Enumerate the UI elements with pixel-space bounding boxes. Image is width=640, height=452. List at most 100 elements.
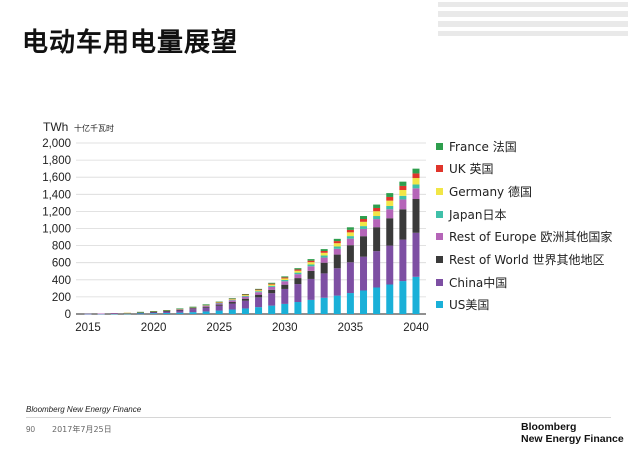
legend-swatch [436, 278, 443, 286]
bar-segment [268, 283, 276, 285]
bar-segment [215, 302, 223, 304]
bar-segment [176, 309, 184, 311]
bar-segment [268, 282, 276, 284]
bar-segment [333, 248, 341, 255]
bar-segment [320, 255, 328, 258]
y-tick-label: 1,000 [42, 224, 71, 236]
source-note: Bloomberg New Energy Finance [26, 405, 142, 414]
y-unit-label: TWh [43, 120, 68, 134]
bar-segment [215, 310, 223, 314]
bar-segment [294, 284, 302, 303]
bar-segment [360, 228, 368, 237]
bar-segment [215, 305, 223, 311]
bar-segment [228, 302, 236, 304]
bar-segment [281, 284, 289, 289]
bar-segment [189, 307, 197, 309]
bar-segment [412, 276, 420, 314]
brand-line-2: New Energy Finance [521, 433, 624, 445]
legend-item: US美国 [436, 296, 489, 314]
bar-segment [150, 311, 158, 313]
bar-segment [294, 274, 302, 279]
legend-item: Germany 德国 [436, 182, 532, 200]
watermark-graphic [434, 0, 634, 40]
bar-segment [333, 241, 341, 244]
bar-segment [202, 305, 210, 306]
y-tick-label: 2,000 [42, 138, 71, 150]
bar-segment [360, 216, 368, 220]
axes: 0 200 400 600 800 1,000 1,200 1,400 1,600 1,800 2,… [42, 138, 429, 334]
bar-segment [241, 298, 249, 301]
bar-segment [373, 287, 381, 314]
bar-segment [241, 293, 249, 295]
bar-segment [255, 288, 263, 290]
legend-item: China中国 [436, 273, 507, 291]
bar-segment [255, 291, 263, 293]
bar-segment [386, 200, 394, 206]
legend-label: US美国 [449, 298, 490, 313]
bar-segment [228, 309, 236, 314]
bar-segment [255, 297, 263, 308]
bar-segment [228, 303, 236, 310]
y-tick-label: 1,800 [42, 155, 71, 167]
bar-segment [294, 269, 302, 271]
x-tick-label: 2030 [272, 322, 298, 334]
bar-segment [189, 306, 197, 308]
bar-segment [307, 262, 315, 265]
bar-segment [386, 245, 394, 285]
bar-segment [386, 196, 394, 201]
bar-segment [346, 293, 354, 314]
legend-label: UK 英国 [449, 162, 494, 177]
legend-swatch [436, 142, 443, 150]
bar-segment [268, 289, 276, 294]
legend-swatch [436, 187, 443, 195]
bar-segment [241, 295, 249, 296]
bar-segment [386, 284, 394, 314]
bar-segment [399, 239, 407, 282]
bar-segment [320, 262, 328, 274]
bar-segment [412, 188, 420, 200]
bar-segment [373, 211, 381, 217]
bar-segment [215, 303, 223, 305]
bar-segment [281, 277, 289, 279]
bar-segment [241, 296, 249, 299]
y-unit-label-cn: 十亿千瓦时 [74, 123, 114, 133]
bar-segment [84, 313, 92, 315]
bar-segment [163, 311, 171, 312]
bar-segment [386, 193, 394, 197]
bar-segment [307, 299, 315, 314]
y-tick-label: 1,600 [42, 172, 71, 184]
bar-segment [307, 259, 315, 261]
bar-segment [255, 307, 263, 314]
bar-segment [294, 302, 302, 314]
bar-segment [268, 293, 276, 306]
x-tick-label: 2025 [206, 322, 232, 334]
bar-segment [373, 227, 381, 252]
bar-segment [412, 178, 420, 185]
bar-segment [333, 268, 341, 296]
bar-segment [97, 313, 105, 315]
bar-segment [346, 232, 354, 237]
bar-segment [412, 232, 420, 277]
bar-segment [333, 243, 341, 247]
bar-segment [123, 312, 131, 314]
bar-segment [360, 221, 368, 227]
bar-segment [163, 312, 171, 314]
bar-segment [150, 311, 158, 312]
bar-segment [307, 264, 315, 267]
bar-segment [189, 312, 197, 314]
bar-segment [255, 294, 263, 298]
bar-segment [399, 199, 407, 210]
bar-segment [241, 295, 249, 297]
bar-segment [228, 300, 236, 303]
bar-segment [281, 281, 289, 285]
legend-item: France 法国 [436, 137, 517, 155]
bar-segment [281, 303, 289, 314]
bar-segment [228, 298, 236, 300]
bar-segment [228, 298, 236, 299]
y-tick-label: 1,200 [42, 206, 71, 218]
bar-segment [215, 301, 223, 303]
bar-segment [241, 300, 249, 309]
bar-segment [346, 262, 354, 294]
bar-segment [399, 195, 407, 200]
bar-segment [399, 181, 407, 186]
